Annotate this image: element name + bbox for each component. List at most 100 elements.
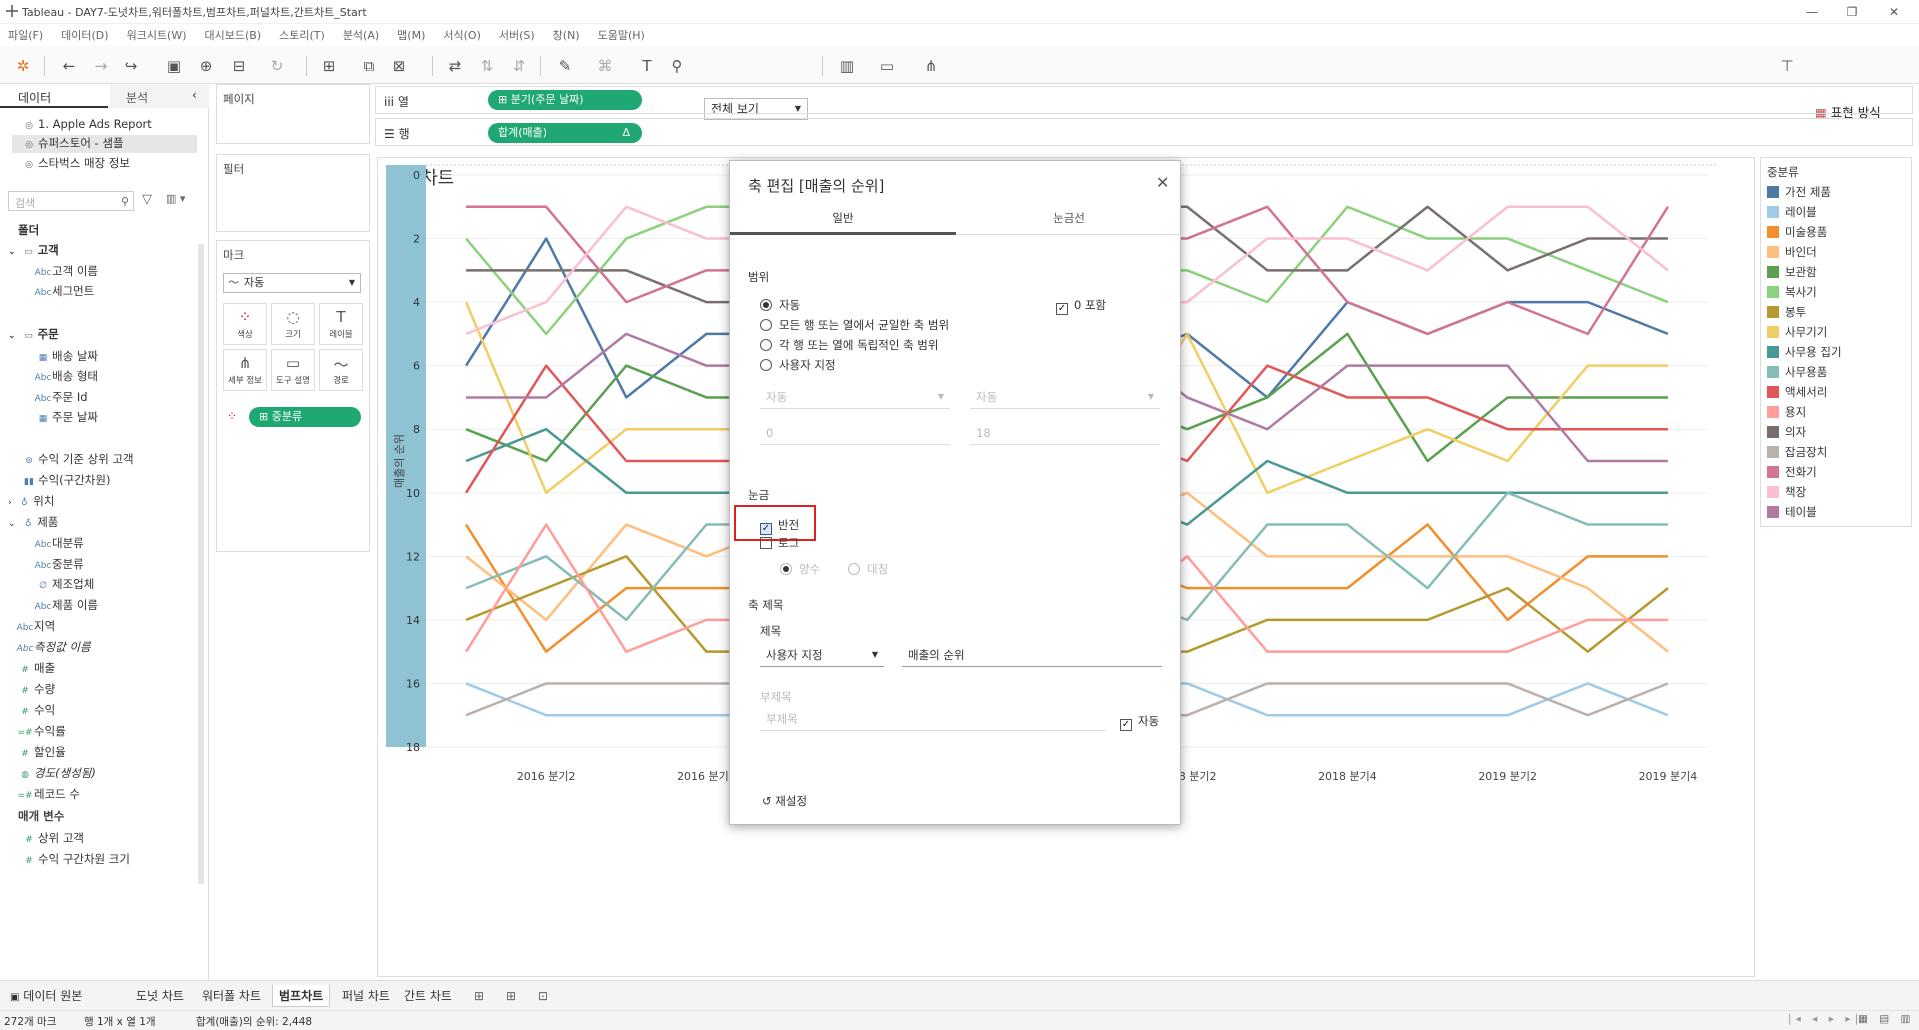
scrollbar[interactable] (198, 244, 204, 884)
sort-descending-icon[interactable]: ⇵ (512, 57, 526, 75)
show-cards-icon[interactable]: ▥ (839, 57, 855, 75)
datasource-item-selected[interactable]: ◎ 슈퍼스토어 - 샘플 (12, 135, 197, 153)
field-item[interactable]: Abc중분류 (34, 557, 84, 571)
filter-fields-icon[interactable]: ▽ (142, 192, 152, 207)
menu-map[interactable]: 맵(M) (397, 29, 426, 42)
detail-button[interactable]: ⋔ 세부 정보 (223, 349, 267, 391)
new-datasource-icon[interactable]: ⊕ (199, 57, 213, 75)
presentation-mode-icon[interactable]: ▭ (879, 57, 895, 75)
mark-pill-subcategory[interactable]: ⊞ 중분류 (249, 407, 361, 427)
parameter-item[interactable]: # 상위 고객 (25, 831, 84, 845)
menu-server[interactable]: 서버(S) (498, 29, 535, 42)
range-custom-radio[interactable]: 사용자 지정 (760, 357, 836, 373)
measure-item[interactable]: ◍ 경도(생성됨) (21, 766, 96, 780)
new-worksheet-icon[interactable]: ⊞ (322, 57, 336, 75)
collapse-pane-icon[interactable]: ‹ (192, 88, 197, 102)
close-window-button[interactable]: ✕ (1888, 5, 1900, 19)
new-worksheet-tab-icon[interactable]: ⊞ (474, 989, 485, 1003)
clear-sheet-icon[interactable]: ⊠ (392, 57, 406, 75)
log-checkbox[interactable]: 로그 (760, 535, 799, 551)
measure-item[interactable]: # 할인율 (21, 745, 66, 759)
tab-tick-marks[interactable]: 눈금선 (1053, 211, 1085, 225)
legend-item[interactable]: 사무용품 (1767, 364, 1827, 380)
tableau-home-icon[interactable]: ✲ (16, 57, 30, 75)
folder-order[interactable]: ⌄ ▭ 주문 (8, 327, 59, 341)
show-labels-icon[interactable]: T (642, 57, 652, 75)
sort-ascending-icon[interactable]: ⇅ (480, 57, 494, 75)
subtitle-auto-checkbox[interactable]: ✓ 자동 (1120, 714, 1160, 731)
tab-analysis[interactable]: 분석 (110, 84, 209, 108)
label-button[interactable]: T 레이블 (319, 303, 363, 345)
field-item[interactable]: Abc지역 (16, 619, 56, 633)
folder-product[interactable]: ⌄ ♁ 제품 (8, 515, 59, 529)
legend-item[interactable]: 용지 (1767, 404, 1806, 420)
menu-help[interactable]: 도움말(H) (597, 29, 645, 42)
legend-item[interactable]: 봉투 (1767, 304, 1806, 320)
undo-icon[interactable]: ← (62, 57, 76, 75)
legend-item[interactable]: 미술용품 (1767, 224, 1827, 240)
title-input[interactable]: 매출의 순위 (902, 643, 1162, 667)
legend-item[interactable]: 레이블 (1767, 204, 1817, 220)
close-icon[interactable]: ✕ (1156, 173, 1170, 192)
measure-item[interactable]: =#수익률 (17, 724, 66, 738)
pages-shelf[interactable]: 페이지 (216, 84, 370, 144)
search-input[interactable]: 검색 ⚲ (8, 191, 134, 211)
menu-format[interactable]: 서식(O) (443, 29, 481, 42)
maximize-button[interactable]: ❐ (1846, 5, 1858, 19)
folder-customer[interactable]: ⌄ ▭ 고객 (8, 243, 59, 257)
refresh-icon[interactable]: ↻ (270, 57, 284, 75)
menu-window[interactable]: 창(N) (552, 29, 580, 42)
reset-button[interactable]: ↺ 재설정 (762, 794, 808, 808)
format-painter-icon[interactable]: ⊤ (1780, 57, 1794, 75)
tab-navigation-icons[interactable]: |◂ ◂ ▸ ▸| (1788, 1013, 1863, 1025)
save-icon[interactable]: ▣ (166, 57, 182, 75)
menu-dashboard[interactable]: 대시보드(B) (204, 29, 262, 42)
tab-data[interactable]: 데이터 (0, 84, 108, 108)
columns-pill-quarter[interactable]: ⊞ 분기(주문 날짜) (488, 90, 642, 110)
range-uniform-radio[interactable]: 모든 행 또는 열에서 균일한 축 범위 (760, 317, 949, 333)
include-zero-checkbox[interactable]: ✓ 0 포함 (1056, 298, 1107, 315)
legend-item[interactable]: 테이블 (1767, 504, 1817, 520)
title-mode-select[interactable]: 사용자 지정 ▼ (760, 643, 884, 667)
legend-item[interactable]: 전화기 (1767, 464, 1817, 480)
tab-general[interactable]: 일반 (730, 205, 956, 235)
menu-story[interactable]: 스토리(T) (279, 29, 325, 42)
pause-update-icon[interactable]: ⊟ (232, 57, 246, 75)
datasource-item[interactable]: ◎ 1. Apple Ads Report (25, 117, 152, 131)
field-item[interactable]: Abc대분류 (34, 536, 84, 550)
sheet-tab-funnel[interactable]: 퍼널 차트 (342, 989, 390, 1003)
sheet-tab-donut[interactable]: 도넛 차트 (136, 989, 184, 1003)
range-start-select[interactable]: 자동 ▼ (760, 385, 950, 409)
duplicate-sheet-icon[interactable]: ⧉ (363, 57, 375, 75)
range-independent-radio[interactable]: 각 행 또는 열에 독립적인 축 범위 (760, 337, 938, 353)
legend-item[interactable]: 사무용 집기 (1767, 344, 1842, 360)
legend-item[interactable]: 보관함 (1767, 264, 1817, 280)
size-button[interactable]: ◌ 크기 (271, 303, 315, 345)
folder-location[interactable]: › ♁ 위치 (8, 494, 55, 508)
datasource-item[interactable]: ◎ 스타벅스 매장 정보 (25, 156, 130, 170)
legend-item[interactable]: 책장 (1767, 484, 1806, 500)
view-options-icon[interactable]: ▥ ▾ (166, 192, 186, 205)
menu-analysis[interactable]: 분석(A) (342, 29, 380, 42)
tooltip-button[interactable]: ▭ 도구 설명 (271, 349, 315, 391)
field-item[interactable]: ▮▮ 수익(구간차원) (24, 473, 111, 487)
legend-item[interactable]: 의자 (1767, 424, 1806, 440)
measure-item[interactable]: # 수익 (21, 703, 56, 717)
group-icon[interactable]: ⌘ (597, 57, 613, 75)
menu-file[interactable]: 파일(F) (8, 29, 44, 42)
replay-icon[interactable]: ↪ (124, 57, 138, 75)
rows-shelf[interactable]: ☰ 행 합계(매출) Δ (375, 118, 1913, 146)
redo-icon[interactable]: → (94, 57, 108, 75)
field-item[interactable]: ▦ 배송 날짜 (38, 349, 98, 363)
new-dashboard-tab-icon[interactable]: ⊞ (506, 989, 517, 1003)
path-button[interactable]: 〜 경로 (319, 349, 363, 391)
legend-item[interactable]: 사무기기 (1767, 324, 1827, 340)
show-me-button[interactable]: ▦ 표현 방식 (1815, 105, 1881, 120)
range-end-input[interactable]: 18 (970, 421, 1160, 445)
rows-pill-sales[interactable]: 합계(매출) Δ (488, 123, 642, 143)
sheet-tab-waterfall[interactable]: 워터폴 차트 (202, 989, 262, 1003)
columns-shelf[interactable]: iii 열 ⊞ 분기(주문 날짜) (375, 86, 1913, 114)
legend-item[interactable]: 복사기 (1767, 284, 1817, 300)
measure-item[interactable]: =#레코드 수 (17, 787, 80, 801)
range-start-input[interactable]: 0 (760, 421, 950, 445)
